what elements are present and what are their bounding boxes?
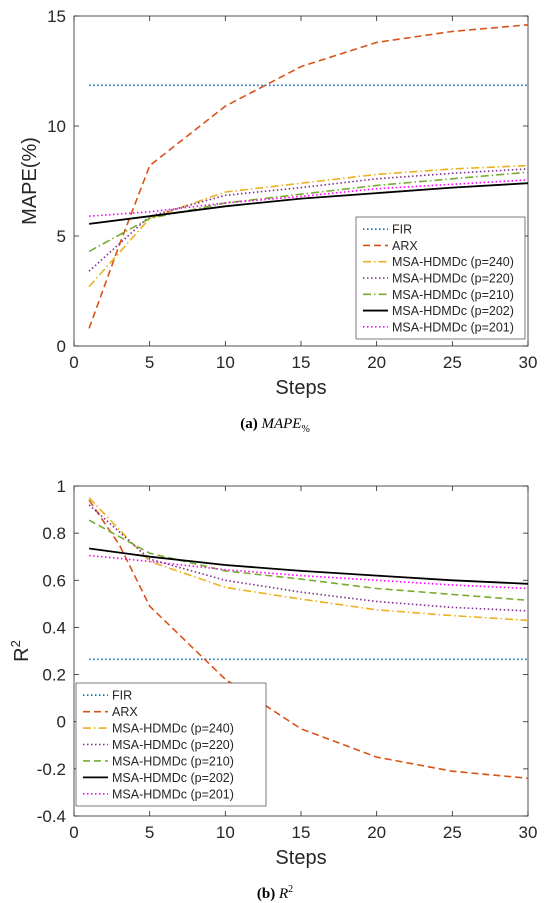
legend-label: ARX <box>392 239 418 253</box>
x-axis-label: Steps <box>275 377 326 399</box>
x-axis-label: Steps <box>275 847 326 869</box>
legend-label: MSA-HDMDc (p=201) <box>392 320 514 334</box>
legend-label: MSA-HDMDc (p=240) <box>392 255 514 269</box>
x-tick-label: 0 <box>69 353 78 372</box>
y-tick-label: 15 <box>47 7 66 26</box>
caption: (b) R2 <box>257 884 293 902</box>
y-tick-label: 5 <box>57 227 66 246</box>
series-line <box>89 179 529 217</box>
legend-label: MSA-HDMDc (p=210) <box>392 288 514 302</box>
y-tick-label: 1 <box>57 477 66 496</box>
y-tick-label: 0 <box>57 337 66 356</box>
x-tick-label: 10 <box>216 823 235 842</box>
legend: FIR ARX MSA-HDMDc (p=240) MSA-HDMDc (p=220)… <box>355 216 526 340</box>
x-tick-label: 15 <box>292 823 311 842</box>
y-axis-label: MAPE(%) <box>19 137 41 225</box>
legend-label: MSA-HDMDc (p=202) <box>392 304 514 318</box>
series-line <box>88 164 529 288</box>
caption-label: (a) <box>240 416 261 432</box>
y-tick-label: -0.4 <box>37 807 66 826</box>
x-tick-label: 0 <box>69 823 78 842</box>
y-axis-label: R2 <box>8 640 33 662</box>
caption-text: R <box>278 886 288 902</box>
series-line <box>88 547 529 585</box>
y-axis-label-sup: 2 <box>8 640 23 647</box>
series-line <box>88 24 529 329</box>
series-line <box>88 499 529 780</box>
caption: (a) MAPE% <box>240 416 310 435</box>
x-tick-label: 25 <box>443 823 462 842</box>
x-tick-label: 5 <box>145 353 154 372</box>
chart-mape: 0 5 10 15 20 25 30 0 5 10 15 Steps MAPE(%) FIR ARX MSA-… <box>19 7 537 435</box>
caption-sub: % <box>301 424 309 435</box>
legend: FIR ARX MSA-HDMDc (p=240) MSA-HDMDc (p=220)… <box>75 682 267 807</box>
y-tick-label: 0.2 <box>42 666 66 685</box>
legend-label: MSA-HDMDc (p=220) <box>112 738 234 752</box>
y-tick-label: 10 <box>47 117 66 136</box>
series-line <box>89 554 529 590</box>
legend-label: MSA-HDMDc (p=240) <box>112 722 234 736</box>
legend-label: FIR <box>392 223 412 237</box>
x-tick-label: 20 <box>367 353 386 372</box>
caption-text: MAPE <box>260 416 301 432</box>
legend-label: ARX <box>112 705 138 719</box>
series-line <box>88 519 529 602</box>
y-tick-label: 0.6 <box>42 571 66 590</box>
y-tick-label: 0 <box>57 713 66 732</box>
x-tick-label: 20 <box>367 823 386 842</box>
x-tick-label: 30 <box>519 823 538 842</box>
series-line <box>88 168 529 272</box>
caption-label: (b) <box>257 886 279 902</box>
caption-sup: 2 <box>288 884 293 895</box>
legend-label: MSA-HDMDc (p=201) <box>112 787 234 801</box>
series-line <box>88 171 529 253</box>
series-line <box>88 504 529 612</box>
chart-r2: 0 5 10 15 20 25 30 -0.4 -0.2 0 0.2 0.4 0.6 0.8 1 Steps R… <box>8 477 537 902</box>
x-tick-label: 10 <box>216 353 235 372</box>
x-tick-label: 5 <box>145 823 154 842</box>
legend-label: FIR <box>112 689 132 703</box>
legend-label: MSA-HDMDc (p=210) <box>112 754 234 768</box>
legend-label: MSA-HDMDc (p=202) <box>112 771 234 785</box>
x-tick-label: 30 <box>519 353 538 372</box>
y-tick-label: -0.2 <box>37 760 66 779</box>
legend-label: MSA-HDMDc (p=220) <box>392 272 514 286</box>
x-tick-label: 25 <box>443 353 462 372</box>
y-tick-label: 0.4 <box>42 618 66 637</box>
series-line <box>88 182 529 225</box>
series-line <box>88 497 529 622</box>
y-tick-label: 0.8 <box>42 524 66 543</box>
x-tick-label: 15 <box>292 353 311 372</box>
